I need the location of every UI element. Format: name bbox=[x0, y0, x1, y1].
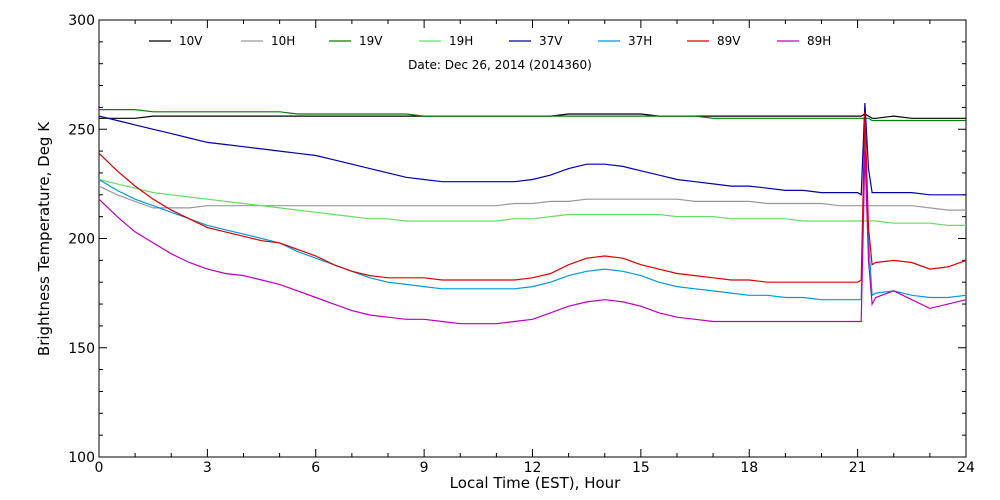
legend-label-19h: 19H bbox=[449, 34, 473, 48]
chart-title: Date: Dec 26, 2014 (2014360) bbox=[408, 58, 592, 72]
series-line-37h bbox=[98, 133, 967, 301]
series-line-10h bbox=[98, 185, 966, 211]
x-tick-label: 24 bbox=[957, 460, 975, 476]
y-tick-label: 250 bbox=[68, 122, 95, 138]
x-axis-title: Local Time (EST), Hour bbox=[450, 474, 621, 492]
series-line-10v bbox=[99, 113, 966, 119]
legend-label-10h: 10H bbox=[271, 34, 295, 48]
series-line-89h bbox=[98, 151, 967, 325]
series-line-19h bbox=[98, 178, 966, 226]
legend-label-10v: 10V bbox=[179, 34, 203, 48]
series-line-37v bbox=[98, 102, 966, 196]
series-line-89v bbox=[98, 111, 967, 283]
x-tick-label: 21 bbox=[849, 460, 867, 476]
x-tick-label: 9 bbox=[420, 460, 429, 476]
y-tick-label: 100 bbox=[68, 450, 95, 466]
x-tick-label: 3 bbox=[203, 460, 212, 476]
y-tick-label: 300 bbox=[68, 13, 95, 29]
y-tick-label: 200 bbox=[68, 232, 95, 248]
y-axis-title: Brightness Temperature, Deg K bbox=[35, 121, 53, 356]
x-tick-label: 6 bbox=[311, 460, 320, 476]
x-tick-label: 12 bbox=[524, 460, 542, 476]
legend-label-37h: 37H bbox=[628, 34, 652, 48]
legend-label-19v: 19V bbox=[359, 34, 383, 48]
legend-label-37v: 37V bbox=[539, 34, 563, 48]
x-tick-label: 0 bbox=[95, 460, 104, 476]
y-tick-label: 150 bbox=[68, 341, 95, 357]
series-line-19v bbox=[99, 108, 966, 122]
legend-label-89v: 89V bbox=[717, 34, 741, 48]
legend-label-89h: 89H bbox=[807, 34, 831, 48]
plot-frame bbox=[98, 19, 967, 458]
x-tick-label: 18 bbox=[740, 460, 758, 476]
x-tick-label: 15 bbox=[632, 460, 650, 476]
